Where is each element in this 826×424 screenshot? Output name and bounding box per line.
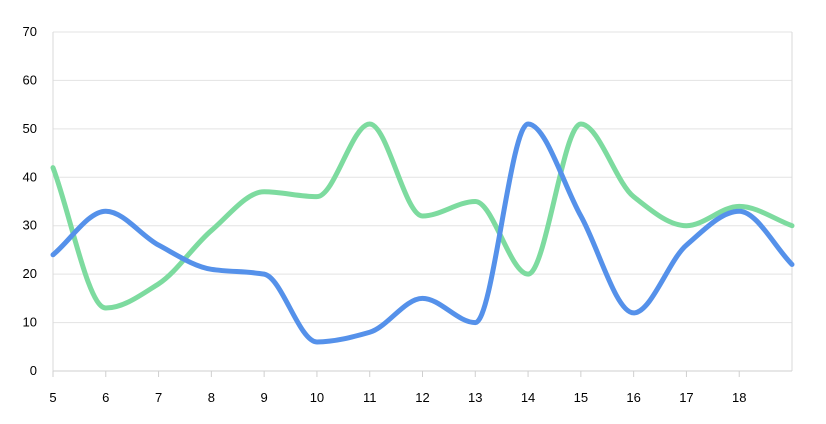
series-line-2 [50, 121, 795, 311]
x-tick-label: 13 [468, 390, 482, 405]
x-tick-label: 6 [102, 390, 109, 405]
x-axis-ticks: 5 6 7 8 9 10 11 12 13 14 15 16 17 18 [49, 371, 746, 405]
y-tick-label: 60 [23, 72, 37, 87]
y-tick-label: 30 [23, 218, 37, 233]
y-tick-label: 40 [23, 169, 37, 184]
x-tick-label: 10 [310, 390, 324, 405]
x-tick-label: 18 [732, 390, 746, 405]
y-tick-label: 70 [23, 24, 37, 39]
series-lines [50, 121, 795, 345]
x-tick-label: 11 [363, 390, 377, 405]
x-tick-label: 7 [155, 390, 162, 405]
x-tick-label: 15 [574, 390, 588, 405]
x-tick-label: 17 [679, 390, 693, 405]
x-tick-label: 9 [261, 390, 268, 405]
x-tick-label: 12 [415, 390, 429, 405]
grid-lines [53, 31, 792, 324]
x-tick-label: 14 [521, 390, 535, 405]
x-tick-label: 8 [208, 390, 215, 405]
x-tick-label: 16 [626, 390, 640, 405]
x-tick-label: 5 [49, 390, 56, 405]
y-tick-label: 10 [23, 315, 37, 330]
y-tick-label: 50 [23, 121, 37, 136]
y-tick-label: 0 [30, 363, 37, 378]
y-tick-label: 20 [23, 266, 37, 281]
axes [52, 32, 793, 372]
series-line-1 [50, 121, 795, 345]
y-axis-ticks: 0 10 20 30 40 50 60 70 [23, 24, 37, 378]
